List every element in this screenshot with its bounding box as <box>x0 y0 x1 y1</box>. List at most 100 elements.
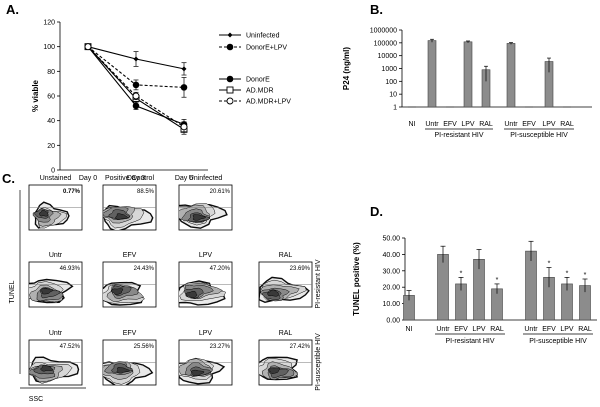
x-tick-label: Day 0 <box>79 175 97 182</box>
series-line-4 <box>87 46 185 128</box>
facs-percent: 20.61% <box>210 189 231 195</box>
x-tick-label: NI <box>409 121 416 128</box>
facs-contours <box>32 201 70 229</box>
facs-row-label: PI-resistant HIV <box>315 259 322 308</box>
data-point <box>84 43 92 51</box>
panel-a-line-chart: 0 20 40 60 80 100 120 Day 0 Day 3 Day 6 % viable Un… <box>31 20 291 183</box>
facs-plot: RAL 23.69% <box>258 252 313 308</box>
facs-percent: 47.20% <box>210 266 231 272</box>
panel-letter-c: C. <box>2 171 15 186</box>
facs-contours <box>259 356 299 381</box>
facs-contour <box>39 209 49 217</box>
y-tick-label: 40 <box>47 118 55 125</box>
facs-plot: LPV 23.27% <box>178 330 233 386</box>
y-tick-label: 50.00 <box>382 236 400 243</box>
x-tick-label: LPV <box>560 326 574 333</box>
facs-plot: Uninfected 20.61% <box>178 175 233 231</box>
facs-plot: Untr 47.52% <box>28 330 83 386</box>
data-point <box>132 81 140 89</box>
legend-label: AD.MDR <box>246 88 274 95</box>
facs-contours <box>103 361 154 385</box>
x-tick-label: RAL <box>490 326 504 333</box>
data-point <box>133 56 139 62</box>
data-point <box>180 123 188 131</box>
significance-marker: * <box>548 261 551 268</box>
panel-letter-d: D. <box>370 204 383 219</box>
facs-row-label: PI-susceptible HIV <box>315 333 322 391</box>
facs-plot: Positive Control 88.5% <box>102 175 157 231</box>
y-tick-label: 60 <box>47 94 55 101</box>
panel-d-bar-chart: 0.00 10.00 20.00 30.00 40.00 50.00 TUNEL posit… <box>352 236 597 345</box>
x-tick-label: EFV <box>443 121 457 128</box>
bar <box>427 40 437 108</box>
x-tick-label: LPV <box>472 326 486 333</box>
x-tick-label: EFV <box>522 121 536 128</box>
x-tick-label: Untr <box>425 121 439 128</box>
facs-contour <box>185 291 198 299</box>
facs-contours <box>103 281 146 306</box>
bar <box>463 41 473 108</box>
facs-contours <box>259 276 310 304</box>
facs-plot-title: Unstained <box>40 175 72 182</box>
facs-percent: 47.52% <box>60 344 81 350</box>
facs-contour <box>190 369 205 377</box>
group-label: PI-susceptible HIV <box>529 338 587 345</box>
facs-contour <box>115 213 129 220</box>
facs-plot: RAL 27.42% <box>258 330 313 386</box>
legend-marker <box>226 43 234 51</box>
legend-label: Uninfected <box>246 33 280 40</box>
bar <box>525 250 537 321</box>
facs-contour <box>192 214 207 221</box>
facs-plot: LPV 47.20% <box>178 252 233 308</box>
y-tick-label: 20 <box>47 143 55 150</box>
x-tick-label: RAL <box>560 121 574 128</box>
y-axis-title: % viable <box>31 79 40 112</box>
group-label: PI-resistant HIV <box>434 132 483 139</box>
panel-b-bar-chart: 1 10 100 1000 10000 100000 1000000 P24 (ng/ml) N… <box>342 28 592 139</box>
facs-contours <box>29 278 74 304</box>
y-tick-label: 100000 <box>374 40 397 47</box>
group-label: PI-susceptible HIV <box>510 132 568 139</box>
facs-plot-title: Untr <box>49 330 63 337</box>
x-tick-label: RAL <box>578 326 592 333</box>
x-tick-label: LPV <box>461 121 475 128</box>
y-tick-label: 10.00 <box>382 301 400 308</box>
legend-marker <box>226 86 234 94</box>
panel-letter-b: B. <box>370 2 383 17</box>
significance-marker: * <box>584 272 587 279</box>
legend-marker <box>226 75 234 83</box>
facs-contour <box>40 364 54 372</box>
legend-label: DonorE <box>246 77 270 84</box>
legend-marker <box>227 32 233 38</box>
facs-percent: 0.77% <box>63 189 81 195</box>
y-axis-title: TUNEL positive (%) <box>352 242 361 316</box>
x-tick-label: EFV <box>542 326 556 333</box>
facs-plot-title: RAL <box>279 252 293 259</box>
facs-plot: EFV 25.56% <box>102 330 157 386</box>
facs-y-axis-label: TUNEL <box>9 280 16 303</box>
facs-contour <box>267 289 279 297</box>
bar <box>437 254 449 321</box>
x-tick-label: Untr <box>504 121 518 128</box>
facs-plot-title: LPV <box>199 252 213 259</box>
facs-contour <box>39 288 54 295</box>
y-axis-title: P24 (ng/ml) <box>342 47 351 90</box>
y-tick-label: 30.00 <box>382 268 400 275</box>
data-point <box>181 66 187 72</box>
x-tick-label: EFV <box>454 326 468 333</box>
panel-letter-a: A. <box>6 2 19 17</box>
facs-plot: Unstained 0.77% <box>28 175 83 231</box>
significance-marker: * <box>496 277 499 284</box>
facs-percent: 25.56% <box>134 344 155 350</box>
y-tick-label: 100 <box>385 79 397 86</box>
y-tick-label: 20.00 <box>382 285 400 292</box>
y-tick-label: 100 <box>43 44 55 51</box>
x-tick-label: Day 3 <box>127 175 145 182</box>
data-point <box>180 84 188 91</box>
y-tick-label: 0.00 <box>386 318 400 325</box>
facs-percent: 27.42% <box>290 344 311 350</box>
panel-c-facs-grid: Unstained 0.77% Positive Control 88.5% Uninf… <box>9 175 322 403</box>
y-tick-label: 120 <box>43 20 55 27</box>
facs-x-axis-label: SSC <box>29 396 43 403</box>
